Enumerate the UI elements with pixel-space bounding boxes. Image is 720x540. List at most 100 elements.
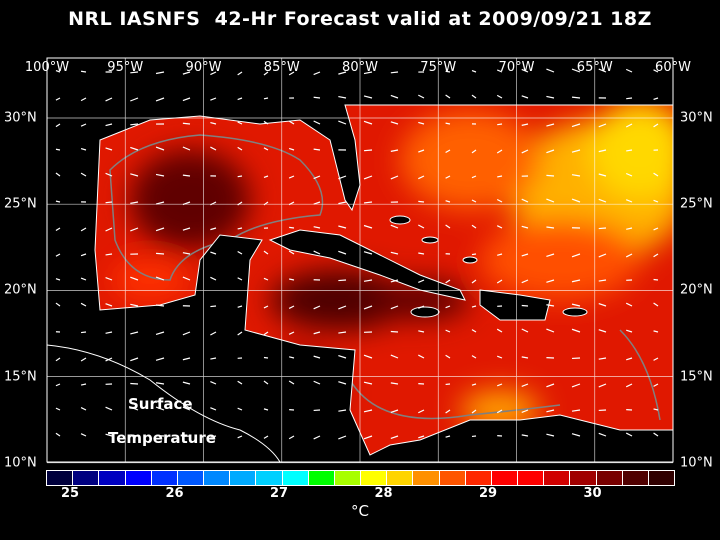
wind-arrow (80, 97, 87, 102)
hispaniola (479, 289, 551, 321)
wind-arrow (571, 149, 581, 153)
colorbar-label: 26 (165, 486, 184, 501)
wind-arrow (598, 253, 607, 258)
wind-arrow (626, 149, 633, 152)
wind-arrow (182, 174, 191, 177)
wind-arrow (338, 225, 347, 229)
wind-arrow (390, 279, 399, 283)
wind-arrow (598, 432, 607, 437)
wind-arrow (210, 71, 217, 76)
wind-arrow (598, 198, 607, 203)
wind-arrow (313, 148, 321, 151)
wind-arrow (155, 357, 165, 361)
wind-arrow (653, 330, 659, 333)
wind-arrow (313, 435, 321, 440)
wind-arrow (313, 355, 321, 359)
lat-label: 30°N (680, 110, 713, 126)
wind-arrow (571, 123, 581, 128)
wind-arrow (445, 329, 451, 333)
wind-arrow (625, 68, 633, 73)
wind-arrow (237, 227, 243, 230)
wind-arrow (653, 123, 659, 128)
wind-arrow (130, 331, 139, 335)
pacific-coastline (46, 344, 281, 463)
wind-arrow (263, 97, 269, 100)
lat-label: 20°N (4, 282, 37, 298)
wind-arrow (80, 277, 87, 281)
colorbar-swatch (47, 471, 73, 485)
wind-arrow (130, 146, 139, 151)
wind-arrow (130, 97, 139, 102)
wind-arrow (338, 95, 347, 99)
wind-arrow (55, 97, 61, 101)
wind-arrow (653, 227, 659, 231)
wind-arrow (390, 251, 399, 255)
wind-arrow (55, 407, 61, 411)
wind-arrow (546, 174, 555, 177)
wind-arrow (338, 250, 347, 255)
wind-arrow (445, 94, 451, 99)
wind-arrow (105, 201, 113, 204)
wind-arrow (55, 69, 61, 73)
wind-arrow (571, 279, 581, 283)
wind-vectors (55, 68, 659, 440)
wind-arrow (390, 71, 399, 74)
wind-arrow (445, 200, 451, 203)
colorbar-swatch (413, 471, 439, 485)
wind-arrow (80, 147, 87, 151)
wind-arrow (363, 120, 373, 125)
wind-arrow (155, 276, 165, 281)
wind-arrow (571, 328, 581, 333)
wind-arrow (155, 146, 165, 151)
wind-arrow (237, 250, 243, 255)
wind-arrow (626, 357, 633, 361)
wind-arrow (237, 97, 243, 101)
wind-arrow (390, 121, 399, 125)
wind-arrow (263, 250, 269, 255)
wind-arrow (390, 354, 399, 359)
wind-arrow (263, 380, 269, 385)
wind-arrow (313, 71, 321, 76)
wind-arrow (313, 331, 321, 335)
lat-label: 15°N (680, 369, 713, 385)
wind-arrow (155, 406, 165, 411)
wind-arrow (598, 357, 607, 360)
lat-label: 15°N (4, 369, 37, 385)
wind-arrow (571, 253, 581, 258)
colorbar-swatch (308, 471, 334, 485)
wind-arrow (182, 331, 191, 336)
wind-arrow (546, 123, 555, 127)
wind-arrow (653, 432, 659, 437)
lon-label: 100°W (24, 60, 70, 75)
wind-arrow (363, 305, 373, 310)
colorbar-swatch (99, 471, 125, 485)
wind-arrow (55, 148, 61, 151)
wind-arrow (237, 71, 243, 76)
wind-arrow (363, 435, 373, 440)
wind-arrow (496, 198, 503, 203)
colorbar-label: 25 (60, 486, 80, 501)
wind-arrow (263, 120, 269, 125)
wind-arrow (571, 96, 581, 99)
wind-arrow (390, 435, 399, 439)
wind-arrow (471, 175, 477, 179)
wind-arrow (521, 68, 529, 73)
wind-arrow (496, 279, 503, 284)
wind-arrow (363, 381, 373, 385)
wind-arrow (155, 71, 165, 75)
wind-arrow (445, 175, 451, 179)
wind-arrow (653, 357, 659, 361)
map-title: NRL IASNFS 42-Hr Forecast valid at 2009/… (68, 8, 652, 30)
wind-arrow (546, 95, 555, 99)
colorbar-swatch (544, 471, 570, 485)
wind-arrow (626, 199, 633, 203)
colorbar-swatch (491, 471, 518, 485)
wind-arrow (418, 279, 425, 284)
wind-arrow (497, 253, 503, 256)
wind-arrow (338, 305, 347, 310)
lat-label: 30°N (4, 110, 37, 126)
wind-arrow (313, 201, 321, 205)
wind-arrow (237, 331, 243, 336)
wind-arrow (496, 328, 503, 333)
wind-arrow (237, 305, 243, 308)
